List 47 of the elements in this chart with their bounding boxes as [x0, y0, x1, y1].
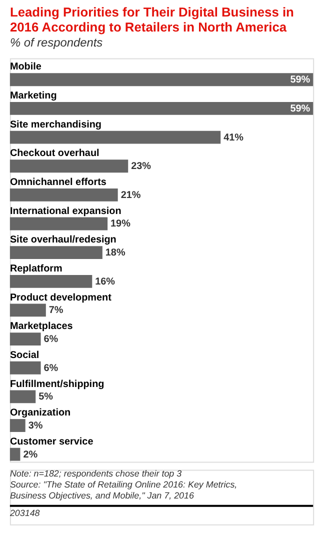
data-label: 5%	[38, 392, 54, 403]
data-label: 3%	[28, 420, 43, 432]
chart-subtitle: % of respondents	[10, 35, 103, 50]
bar	[10, 361, 41, 374]
bar	[10, 246, 102, 260]
y-tick-label: Product development	[10, 292, 112, 304]
bar	[10, 304, 46, 317]
bar	[10, 390, 36, 404]
y-tick-label: Customer service	[10, 436, 94, 448]
bar	[10, 448, 20, 461]
data-label: 6%	[44, 362, 58, 374]
source-note: Source: "The State of Retailing Online 2016: Key Metrics, Business Objectives, and Mobile," Jan 7, 2016	[10, 480, 238, 501]
y-tick-label: Social	[10, 350, 40, 361]
data-label: 59%	[290, 103, 310, 114]
data-label: 19%	[110, 218, 131, 230]
data-label: 23%	[131, 161, 152, 172]
text: 203148	[8, 508, 40, 518]
data-label: 7%	[48, 305, 64, 316]
bar	[10, 217, 108, 230]
y-tick-label: Marketplaces	[10, 321, 74, 332]
bar	[10, 419, 26, 432]
data-label: 16%	[95, 276, 116, 288]
data-label: 21%	[120, 190, 141, 201]
chart-title: Leading Priorities for Their Digital Business in 2016 According to Retailers in North America	[10, 4, 294, 34]
bar	[10, 274, 92, 288]
data-label: 41%	[224, 132, 244, 144]
bar	[10, 102, 314, 115]
bar	[10, 160, 128, 173]
data-label: 59%	[290, 74, 310, 86]
y-tick-label: Replatform	[10, 263, 62, 274]
y-tick-label: Marketing	[10, 90, 57, 102]
data-label: 2%	[23, 449, 38, 460]
y-tick-label: Organization	[10, 408, 71, 419]
y-tick-label: Site merchandising	[10, 119, 102, 130]
data-label: 6%	[44, 334, 58, 346]
y-tick-label: International expansion	[10, 206, 122, 217]
bar	[10, 188, 118, 202]
y-tick-label: Mobile	[10, 62, 42, 73]
bar	[10, 332, 41, 346]
y-tick-label: Fulfillment/shipping	[10, 378, 104, 390]
bar	[10, 130, 221, 144]
bar	[10, 73, 314, 86]
y-tick-label: Omnichannel efforts	[10, 176, 107, 188]
data-label: 18%	[105, 248, 126, 259]
text: Note: n=182; respondents chose their top 3	[10, 468, 182, 479]
y-tick-label: Site overhaul/redesign	[10, 234, 116, 246]
y-tick-label: Checkout overhaul	[10, 148, 100, 160]
